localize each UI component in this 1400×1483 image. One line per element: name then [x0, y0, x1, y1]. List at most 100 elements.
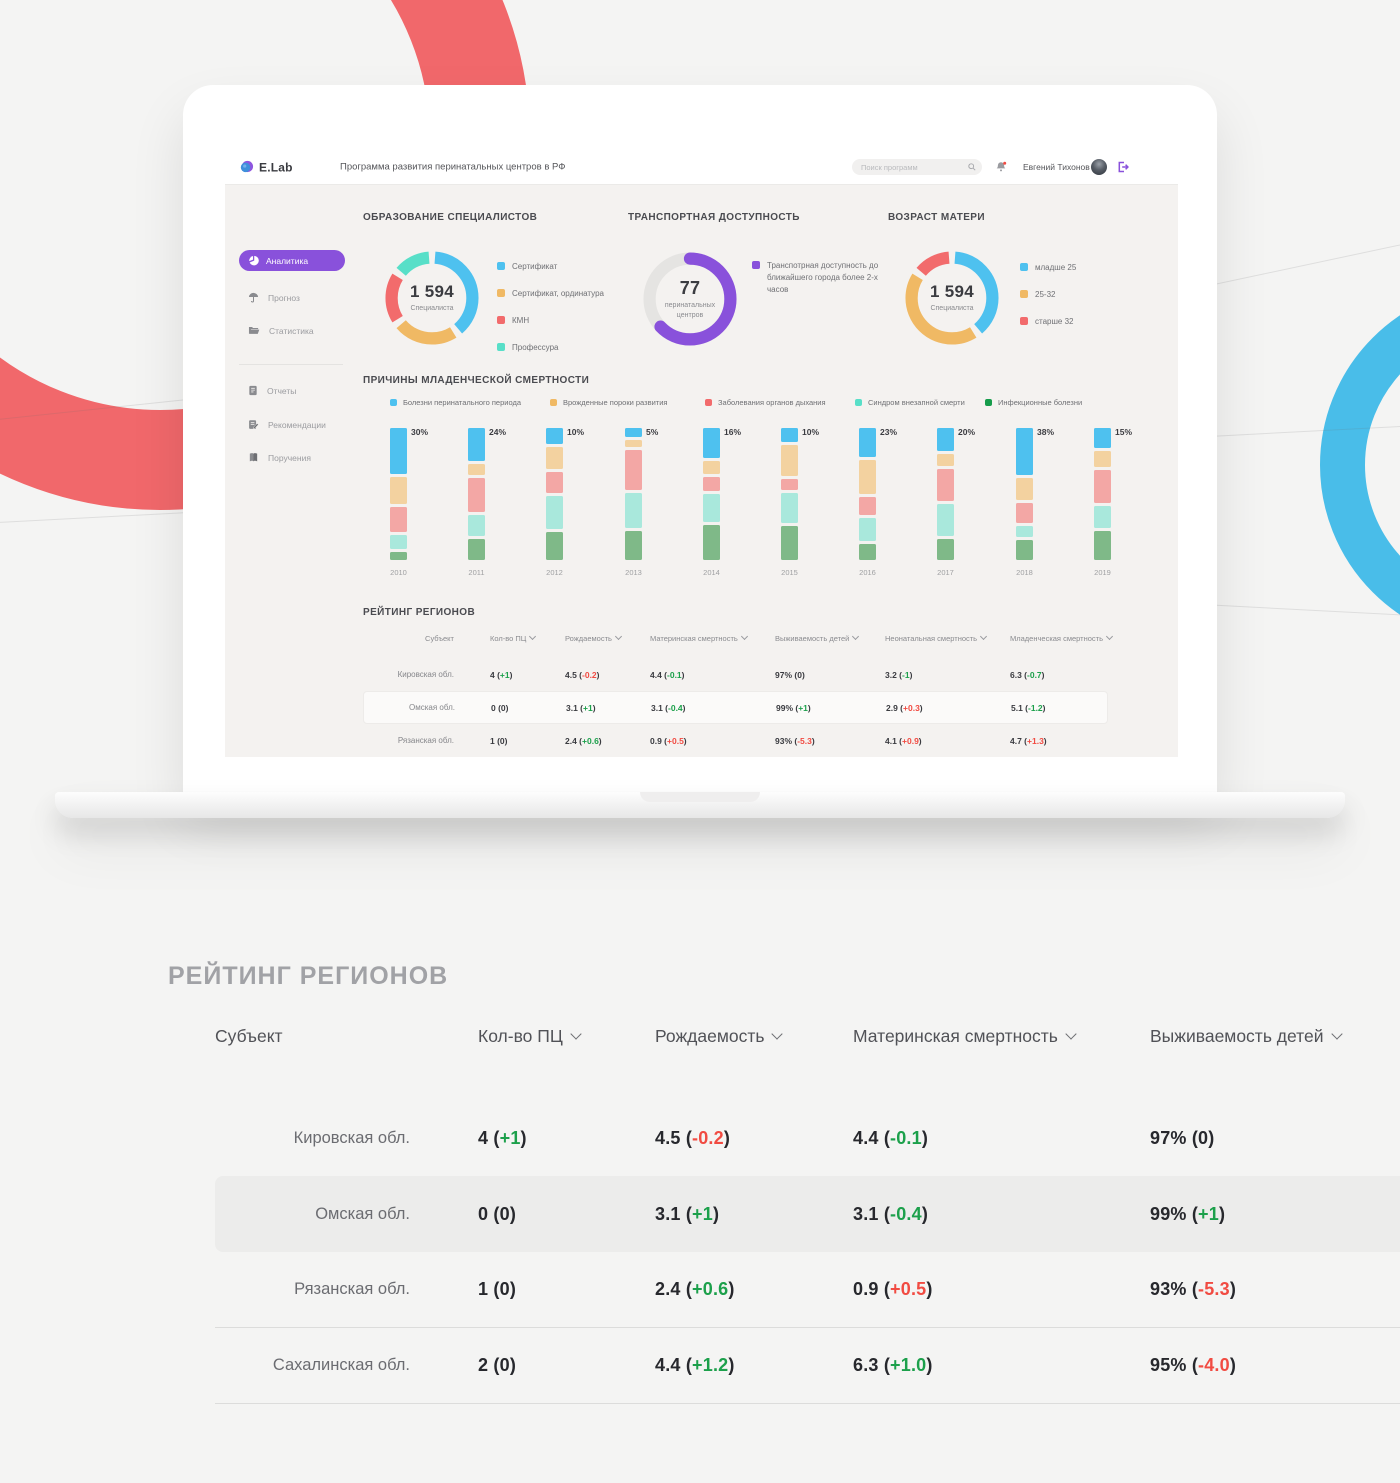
- table-cell: 6.3 (-0.7): [1010, 669, 1045, 680]
- search-box[interactable]: [852, 159, 1009, 175]
- table-row[interactable]: Сахалинская обл. 2 (0) 4.4 (+1.2) 6.3 (+…: [215, 1328, 1400, 1404]
- screen-table-header: Субъект Кол-во ПЦ Рождаемость Материнска…: [363, 628, 1114, 648]
- column-header-sortable[interactable]: Выживаемость детей: [1150, 1026, 1400, 1047]
- bar-value-label: 16%: [724, 427, 742, 437]
- column-header-sortable[interactable]: Младенческая смертность: [1010, 632, 1114, 643]
- table-row[interactable]: Рязанская обл. 1 (0) 2.4 (+0.6) 0.9 (+0.…: [215, 1252, 1400, 1328]
- bar-segment: [859, 428, 876, 458]
- sidebar-item-errands[interactable]: Поручения: [248, 452, 311, 463]
- search-input[interactable]: [852, 159, 1009, 175]
- sidebar-item-statistics[interactable]: Статистика: [248, 325, 314, 336]
- education-donut-chart: 1 594 Специалиста: [385, 251, 479, 345]
- bar-segment: [703, 477, 720, 491]
- column-header-sortable[interactable]: Рождаемость: [565, 632, 650, 643]
- table-row[interactable]: Кировская обл. 4 (+1) 4.5 (-0.2) 4.4 (-0…: [215, 1100, 1400, 1176]
- bar-segment: [1016, 477, 1033, 501]
- table-cell: 97% (0): [1150, 1127, 1215, 1148]
- bar-segment: [1016, 428, 1033, 475]
- table-row[interactable]: Рязанская обл. 1 (0) 2.4 (+0.6) 0.9 (+0.…: [363, 724, 1108, 757]
- table-cell: 3.1 (-0.4): [651, 702, 686, 713]
- bar-segment: [1094, 531, 1111, 560]
- section-title-education: ОБРАЗОВАНИЕ СПЕЦИАЛИСТОВ: [363, 212, 538, 223]
- sidebar-item-forecast[interactable]: Прогноз: [248, 292, 300, 303]
- donut-ring: [905, 251, 999, 345]
- column-header-sortable[interactable]: Выживаемость детей: [775, 632, 885, 643]
- bar-segment: [625, 440, 642, 447]
- bar-segment: [1094, 505, 1111, 529]
- legend-item: Врожденные пороки развития: [550, 398, 667, 407]
- user-avatar[interactable]: [1091, 159, 1107, 175]
- table-cell: 4 (+1): [490, 669, 513, 680]
- table-row-highlighted[interactable]: Омская обл. 0 (0) 3.1 (+1) 3.1 (-0.4) 99…: [363, 691, 1108, 724]
- bar-year-label: 2011: [468, 568, 485, 577]
- region-name: Рязанская обл.: [294, 1280, 410, 1298]
- table-cell: 2.4 (+0.6): [655, 1279, 735, 1299]
- column-header-sortable[interactable]: Кол-во ПЦ: [490, 632, 565, 643]
- logout-icon[interactable]: [1117, 161, 1129, 173]
- sidebar-item-reports[interactable]: Отчеты: [248, 385, 296, 396]
- mortality-bar-chart: 30% 2010 24% 2011 10% 2012 5% 2013 16% 2014 10% 201…: [390, 427, 1150, 578]
- big-table-body: Кировская обл. 4 (+1) 4.5 (-0.2) 4.4 (-0…: [215, 1100, 1400, 1404]
- mother-age-donut-chart: 1 594 Специалиста: [905, 251, 999, 345]
- table-cell: 93% (-5.3): [775, 735, 815, 746]
- column-header-sortable[interactable]: Материнская смертность: [853, 1026, 1150, 1047]
- legend-item: Транспотрная доступность до ближайшего г…: [752, 260, 879, 296]
- transport-legend: Транспотрная доступность до ближайшего г…: [752, 260, 879, 311]
- chevron-down-icon: [980, 632, 988, 640]
- legend-item: Болезни перинатального периода: [390, 398, 521, 407]
- bar-2017: 20% 2017: [937, 427, 975, 577]
- legend-swatch: [497, 288, 505, 297]
- table-cell: 4.1 (+0.9): [885, 735, 922, 746]
- donut-value: 77: [679, 278, 701, 299]
- bar-segment: [390, 476, 407, 504]
- sidebar-item-recommendations[interactable]: Рекомендации: [248, 419, 326, 430]
- region-name: Кировская обл.: [293, 1128, 410, 1147]
- legend-swatch: [550, 399, 557, 406]
- column-header-sortable[interactable]: Материнская смертность: [650, 632, 775, 643]
- clipboard-pencil-icon: [249, 420, 259, 430]
- legend-swatch: [705, 399, 712, 406]
- bar-segment: [625, 428, 642, 438]
- table-cell: 6.3 (+1.0): [853, 1355, 933, 1375]
- bar-year-label: 2013: [625, 568, 642, 577]
- big-table-title: РЕЙТИНГ РЕГИОНОВ: [168, 962, 449, 990]
- sidebar-item-analytics[interactable]: Аналитика: [239, 250, 345, 271]
- table-cell: 4.5 (-0.2): [565, 669, 600, 680]
- table-cell: 0 (0): [478, 1203, 517, 1224]
- table-cell: 1 (0): [490, 735, 508, 746]
- legend-item: старше 32: [1020, 316, 1076, 328]
- decorative-blue-ring: [1320, 285, 1400, 645]
- chevron-down-icon: [1330, 1027, 1343, 1040]
- bar-segment: [390, 535, 407, 549]
- bar-year-label: 2019: [1094, 568, 1111, 577]
- bar-segment: [937, 468, 954, 501]
- column-header-sortable[interactable]: Кол-во ПЦ: [478, 1026, 655, 1047]
- column-header-sortable[interactable]: Неонатальная смертность: [885, 632, 1010, 643]
- bar-segment: [703, 428, 720, 458]
- table-cell: 4.4 (-0.1): [650, 669, 685, 680]
- bar-segment: [546, 446, 563, 470]
- bar-stack: [625, 428, 642, 560]
- legend-swatch: [985, 399, 992, 406]
- region-name: Рязанская обл.: [397, 736, 454, 745]
- bar-value-label: 20%: [958, 427, 976, 437]
- bar-value-label: 30%: [411, 427, 429, 437]
- table-row[interactable]: Кировская обл. 4 (+1) 4.5 (-0.2) 4.4 (-0…: [363, 658, 1108, 691]
- table-cell: 93% (-5.3): [1150, 1279, 1237, 1299]
- table-row-highlighted[interactable]: Омская обл. 0 (0) 3.1 (+1) 3.1 (-0.4) 99…: [215, 1176, 1400, 1252]
- transport-donut-chart: 77 перинатальных центров: [643, 252, 737, 346]
- screen-table-body: Кировская обл. 4 (+1) 4.5 (-0.2) 4.4 (-0…: [363, 658, 1108, 757]
- app-title: Программа развития перинатальных центров…: [340, 161, 566, 173]
- bar-segment: [625, 530, 642, 560]
- elab-logo-icon: [240, 160, 254, 173]
- chevron-down-icon: [1105, 632, 1114, 640]
- table-cell: 99% (+1): [776, 702, 811, 713]
- column-header-sortable[interactable]: Рождаемость: [655, 1026, 853, 1047]
- app-logo[interactable]: E.Lab: [239, 160, 293, 175]
- user-name[interactable]: Евгений Тихонов: [1023, 162, 1090, 172]
- donut-ring: [385, 251, 479, 345]
- table-cell: 3.1 (+1): [566, 702, 596, 713]
- notifications-bell-icon[interactable]: [995, 161, 1007, 173]
- table-cell: 5.1 (-1.2): [1011, 702, 1046, 713]
- sidebar-item-label: Статистика: [269, 325, 314, 336]
